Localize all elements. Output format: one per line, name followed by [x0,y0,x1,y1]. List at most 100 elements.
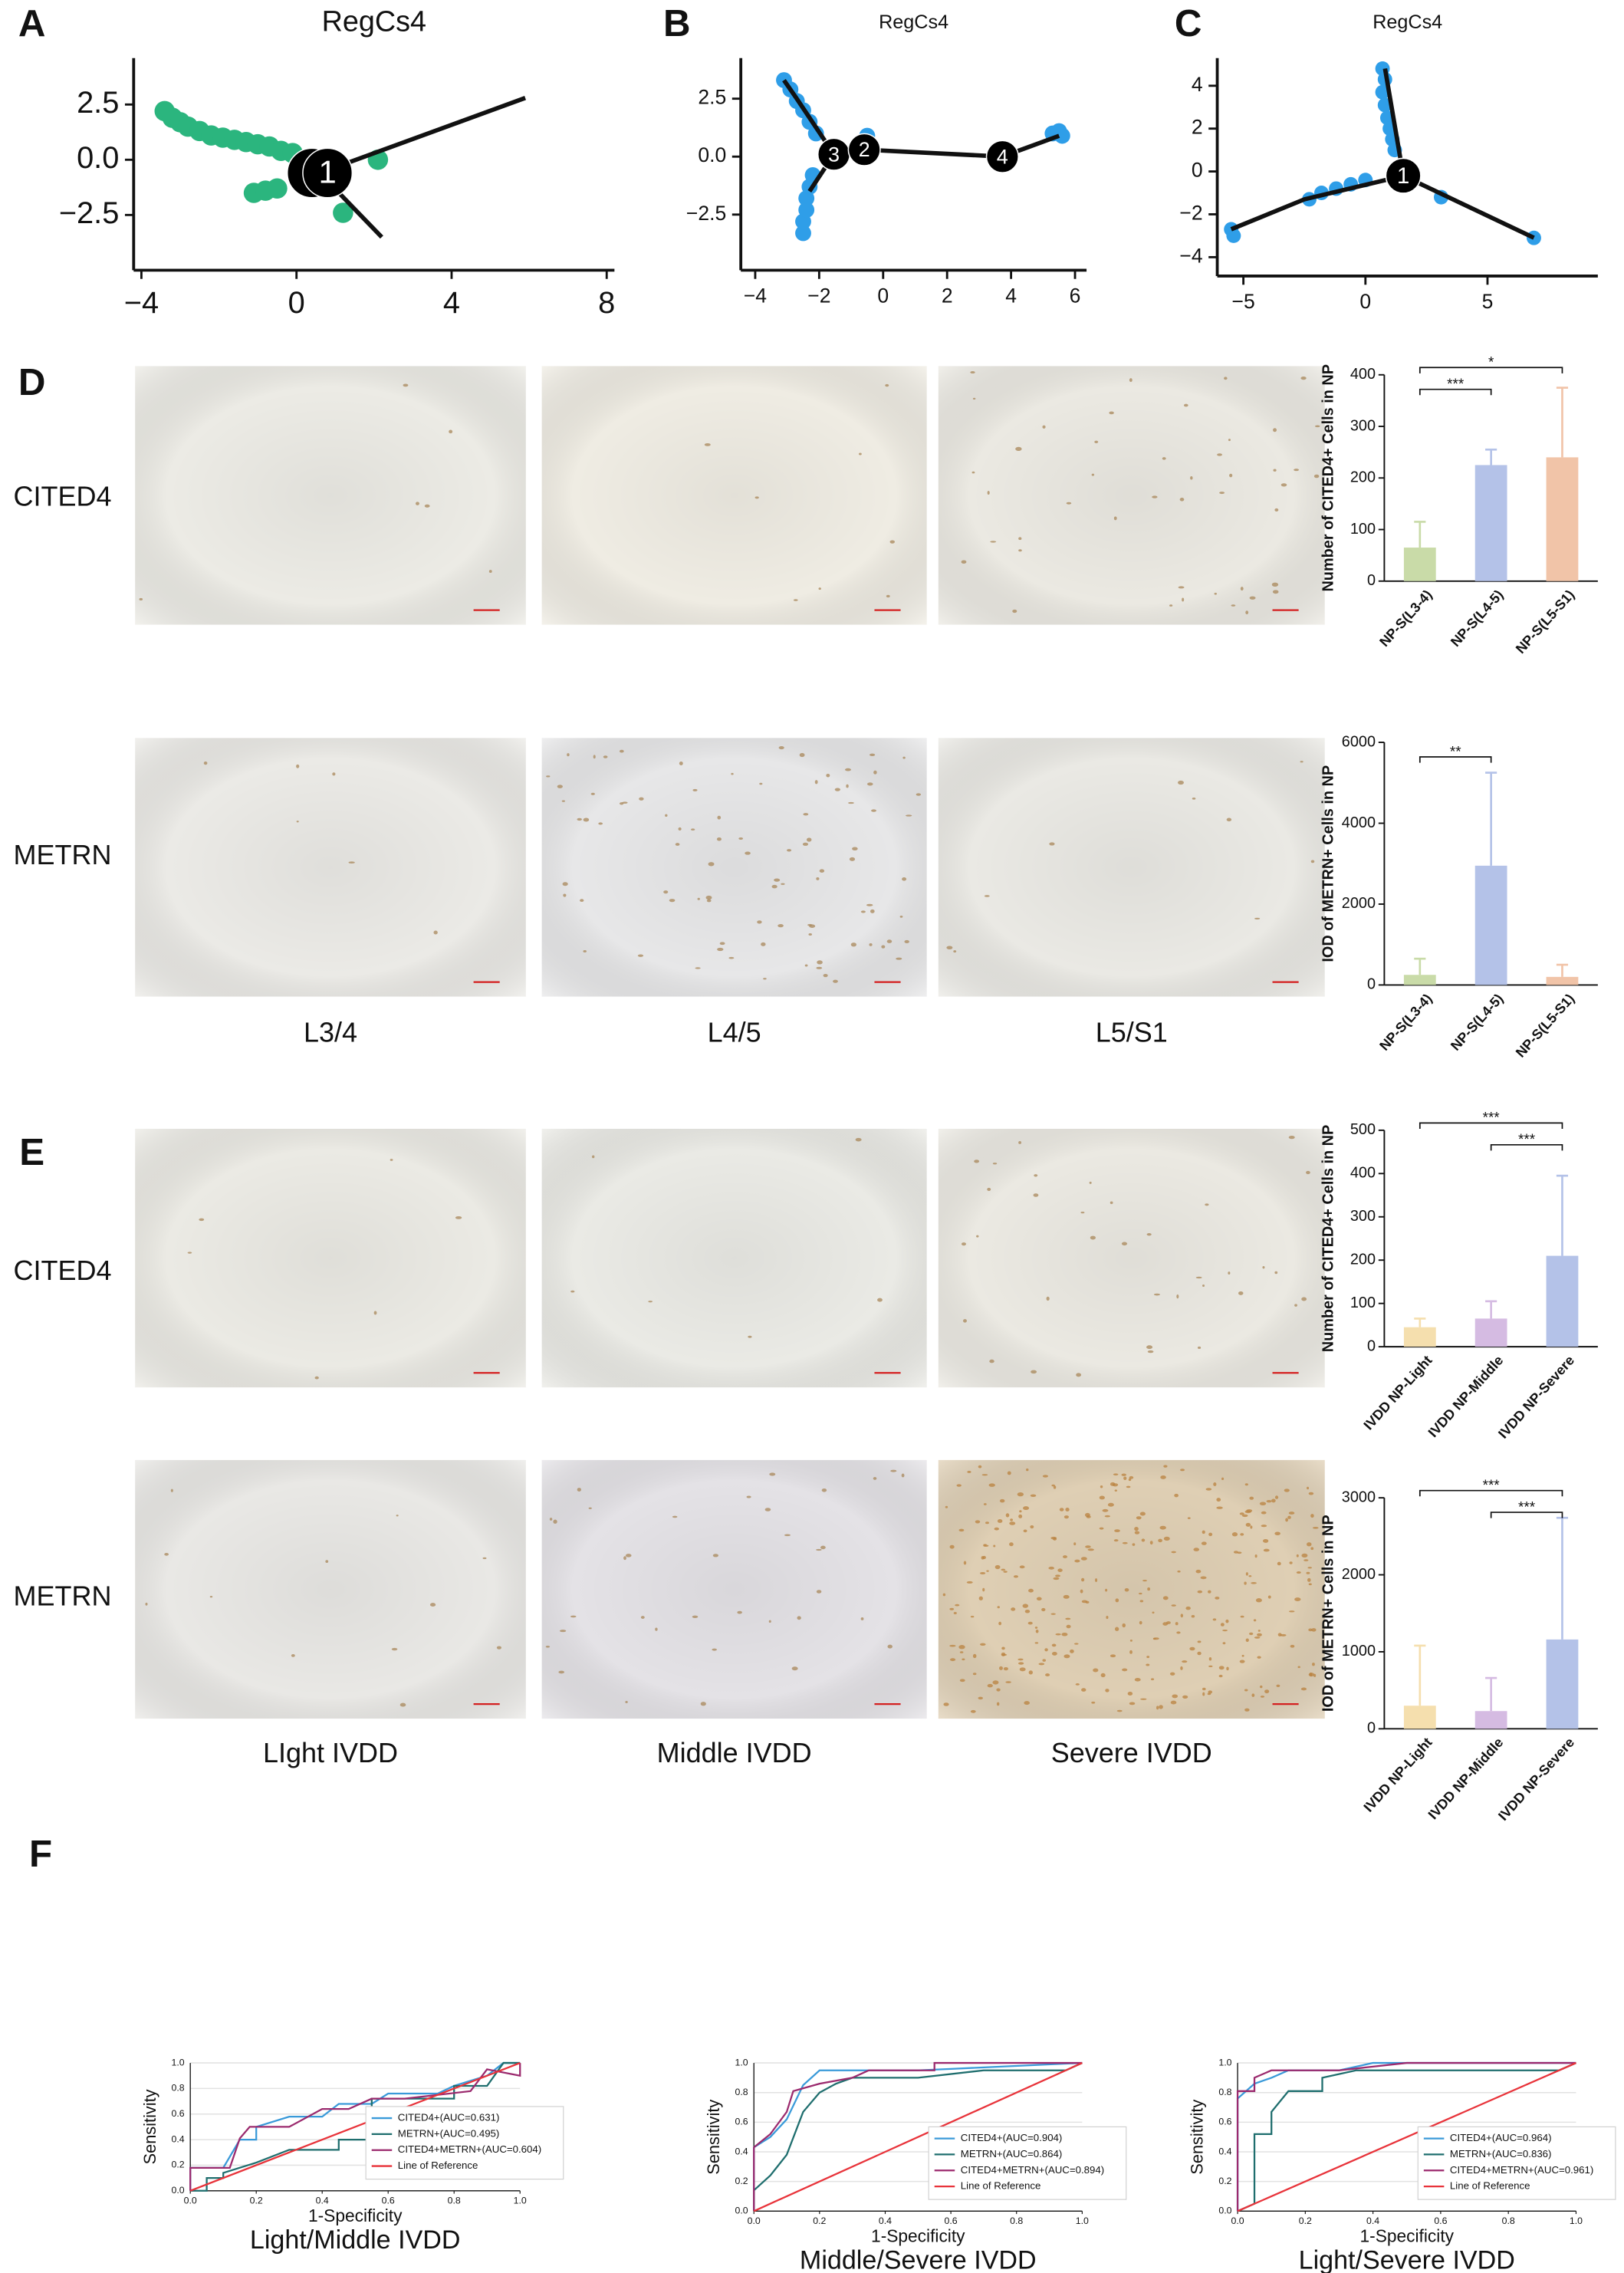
stain-dot [982,1587,985,1592]
stain-dot [1122,1623,1126,1628]
stain-dot [1066,502,1072,505]
micrograph-shade [938,1128,1325,1388]
micrograph-shade [135,1128,526,1388]
stain-dot [1063,1515,1069,1519]
stain-dot [803,813,809,816]
stain-dot [1287,1515,1291,1519]
stain-dot [1109,411,1114,415]
stain-dot [1050,1536,1057,1540]
stain-dot [1249,596,1256,600]
stain-dot [1035,1629,1039,1633]
stain-dot [877,1298,883,1302]
stain-dot [1089,1181,1092,1184]
stain-dot [1169,604,1173,607]
stain-dot [692,1615,699,1618]
stain-dot [1042,1475,1049,1478]
y-tick-label: 1.0 [1218,2057,1231,2067]
stain-dot [1099,1495,1105,1500]
bar [1474,465,1507,581]
stain-dot [1146,1232,1152,1236]
stain-dot [1241,1514,1248,1518]
stain-dot [391,1647,398,1651]
y-tick-label: 300 [1350,1208,1376,1225]
stain-dot [769,1472,776,1476]
stain-dot [873,770,877,775]
stain-dot [804,964,808,967]
stain-dot [959,1651,964,1653]
stain-dot [1063,1654,1070,1659]
stain-dot [1091,473,1095,476]
stain-dot [1001,1646,1005,1650]
stain-dot [1310,1547,1314,1551]
stain-dot [988,1483,995,1487]
stain-dot [1044,1648,1048,1652]
stain-dot [1310,1514,1314,1518]
micrograph-shade [541,1459,927,1719]
stain-dot [1146,1663,1150,1666]
stain-dot [1274,1495,1279,1499]
stain-dot [1179,498,1185,502]
stain-dot [332,772,336,776]
stain-dot [1254,1636,1261,1639]
x-tick-label: NP-S(L4-5) [1448,587,1506,650]
stain-dot [1303,1559,1309,1561]
stain-dot [712,1554,718,1558]
stain-dot [1216,1498,1221,1502]
stain-dot [849,857,856,861]
stain-dot [559,1630,567,1633]
stain-dot [737,1610,742,1614]
bar [1546,1255,1579,1347]
stain-dot [1251,1693,1255,1697]
stain-dot [1081,1688,1087,1692]
stain-dot [678,827,682,831]
cell-point [795,225,811,242]
x-tick-label: NP-S(L5-S1) [1513,991,1577,1061]
significance-bracket [1419,367,1563,373]
stain-dot [1146,1345,1153,1350]
x-tick-label: 1.0 [514,2195,527,2206]
stain-dot [669,899,676,903]
stain-dot [1233,1551,1239,1554]
stain-dot [901,1473,905,1478]
stain-dot [424,504,430,508]
stain-dot [1160,1475,1166,1479]
stain-dot [593,755,596,759]
stain-dot [1003,1667,1008,1671]
stain-dot [761,942,766,946]
stain-dot [816,966,823,969]
y-tick-label: 0.8 [172,2083,185,2094]
stain-dot [1284,1488,1290,1492]
significance-bracket [1419,388,1492,396]
stain-dot [1208,1656,1212,1661]
stain-dot [1123,1476,1127,1481]
stain-dot [1249,1632,1254,1636]
x-tick-label: IVDD NP-Middle [1425,1353,1507,1440]
stain-dot [1257,1633,1262,1636]
y-tick-label: 0.6 [172,2108,185,2119]
stain-dot [1231,604,1236,607]
stain-dot [961,1242,966,1246]
stain-dot [1104,1515,1110,1518]
stain-dot [416,502,419,505]
stain-dot [1107,1502,1114,1507]
roc-curve [1237,2062,1576,2212]
stain-dot [348,861,355,864]
cell-point [807,125,824,142]
row-label: METRN [14,1580,112,1611]
stain-dot [1273,428,1277,433]
stain-dot [1208,1590,1211,1594]
stain-dot [1057,1568,1063,1572]
stain-dot [916,793,922,796]
stain-dot [1030,1494,1037,1498]
stain-dot [1134,1678,1141,1682]
x-tick-label: 4 [443,286,460,320]
bar [1474,1318,1507,1347]
stain-dot [625,1700,628,1704]
bar [1403,548,1436,581]
stain-dot [1251,1582,1257,1584]
stain-dot [1238,1291,1244,1295]
stain-dot [777,924,784,928]
stain-dot [1028,1588,1034,1593]
stain-dot [1280,483,1287,487]
stain-dot [482,1557,487,1560]
